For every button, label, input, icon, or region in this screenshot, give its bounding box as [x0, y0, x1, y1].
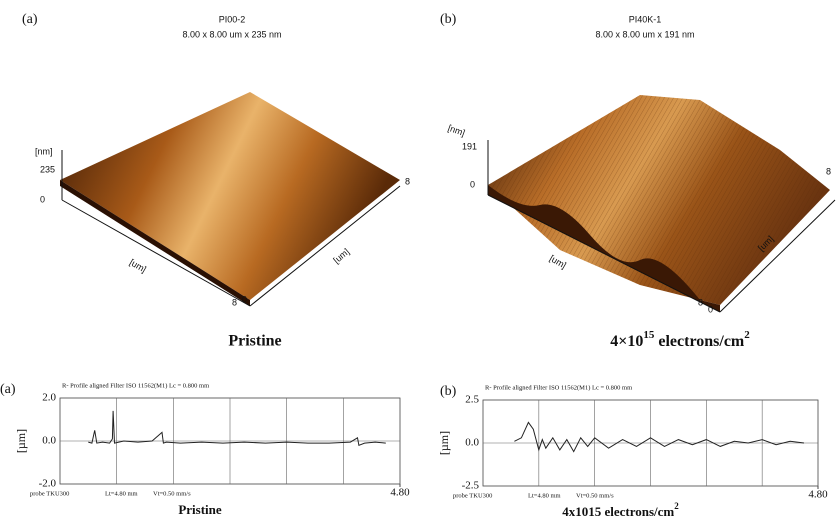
annotation: Vt=0.50 mm/s [576, 492, 614, 499]
x-tick-label: 4.80 [390, 487, 410, 499]
caption-part: 4×10 [610, 333, 643, 350]
z-unit: [nm] [35, 146, 53, 156]
axis-label: [um] [331, 246, 351, 265]
y-tick-label: 2.5 [465, 394, 479, 406]
caption-sup: 2 [674, 501, 679, 511]
panel-label: (a) [0, 382, 16, 397]
annotation: probe TKU300 [30, 490, 69, 497]
corner-label: 0 [708, 304, 713, 314]
figure: (a) PI00-2 8.00 x 8.00 um x 235 nm [nm] … [0, 0, 840, 522]
caption-sup: 15 [643, 329, 655, 341]
corner-label: 0 [242, 294, 247, 304]
panel-label: (b) [440, 384, 457, 399]
z-max: 191 [462, 141, 477, 151]
corner-label: 8 [405, 176, 410, 186]
y-axis-label: [µm] [14, 429, 28, 453]
z-max: 235 [40, 164, 55, 174]
sample-name: PI40K-1 [629, 14, 662, 24]
page: (a) PI00-2 8.00 x 8.00 um x 235 nm [nm] … [0, 0, 840, 522]
caption: Pristine [228, 333, 281, 350]
annotation: Lt=4.80 mm [105, 490, 138, 497]
y-tick-label: -2.0 [39, 478, 57, 490]
caption: 4x1015 electrons/cm2 [562, 501, 679, 519]
profile-line [88, 411, 386, 445]
y-axis-label: [µm] [437, 431, 451, 455]
caption-part: 4x1015 electrons/cm [562, 504, 674, 519]
scan-dims: 8.00 x 8.00 um x 235 nm [182, 29, 281, 39]
y-tick-label: 2.0 [42, 392, 56, 404]
axis-label: [um] [548, 253, 568, 270]
y-tick-label: 0.0 [465, 437, 479, 449]
afm-surface-b [488, 95, 835, 312]
z-min: 0 [470, 179, 475, 189]
x-tick-label: 4.80 [808, 489, 828, 501]
profile-title: R- Profile aligned Filter ISO 11562(M1) … [485, 384, 632, 391]
caption: Pristine [178, 502, 222, 517]
caption: 4×1015 electrons/cm2 [610, 329, 750, 350]
afm-surface-a [60, 92, 400, 306]
corner-label: 8 [232, 297, 237, 307]
y-tick-label: 0.0 [42, 435, 56, 447]
panel-label: (b) [440, 12, 457, 27]
profile-charts: 2.0 0.0 -2.0 4.80 (a) R- Profile aligned Filt… [0, 382, 828, 519]
annotation: Vt=0.50 mm/s [153, 490, 191, 497]
z-unit: [nm] [447, 123, 467, 138]
scan-dims: 8.00 x 8.00 um x 191 nm [595, 29, 694, 39]
axis-label: [um] [128, 257, 148, 274]
corner-label: 8 [698, 297, 703, 307]
z-min: 0 [40, 194, 45, 204]
panel-label: (a) [22, 12, 38, 27]
y-tick-label: -2.5 [462, 480, 480, 492]
profile-line [514, 422, 804, 451]
annotation: probe TKU300 [453, 492, 492, 499]
caption-part: electrons/cm [654, 333, 745, 350]
sample-name: PI00-2 [219, 14, 246, 24]
caption-sup: 2 [744, 329, 750, 341]
annotation: Lt=4.80 mm [528, 492, 561, 499]
corner-label: 8 [826, 166, 831, 176]
profile-title: R- Profile aligned Filter ISO 11562(M1) … [62, 382, 209, 389]
